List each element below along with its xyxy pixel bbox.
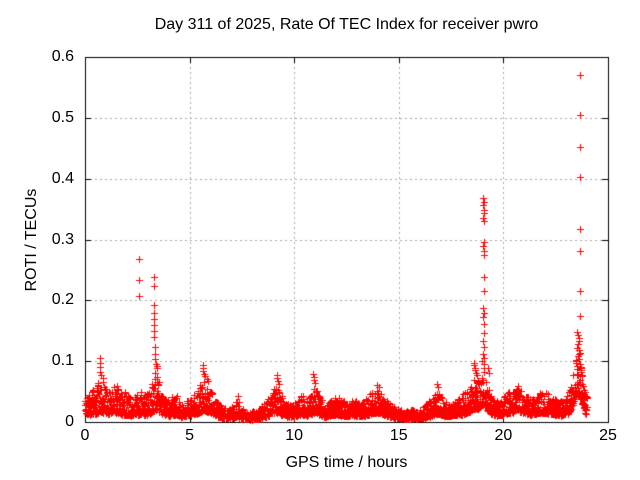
y-tick-label-0.2: 0.2	[51, 291, 74, 309]
chart-title: Day 311 of 2025, Rate Of TEC Index for r…	[154, 16, 539, 33]
y-tick-label-0.3: 0.3	[51, 230, 74, 248]
x-tick-label-5: 5	[185, 427, 195, 444]
x-tick-label-10: 10	[285, 427, 304, 444]
x-tick-label-25: 25	[599, 427, 617, 444]
x-axis-label: GPS time / hours	[285, 454, 408, 471]
x-tick-label-0: 0	[80, 427, 90, 444]
y-tick-label-0.4: 0.4	[51, 169, 74, 187]
y-tick-label-0.6: 0.6	[51, 48, 74, 65]
y-tick-label-0: 0	[65, 413, 74, 430]
y-tick-label-0.5: 0.5	[51, 108, 74, 126]
x-tick-label-15: 15	[389, 427, 408, 444]
x-tick-label-20: 20	[494, 427, 513, 444]
y-tick-label-0.1: 0.1	[51, 352, 74, 370]
